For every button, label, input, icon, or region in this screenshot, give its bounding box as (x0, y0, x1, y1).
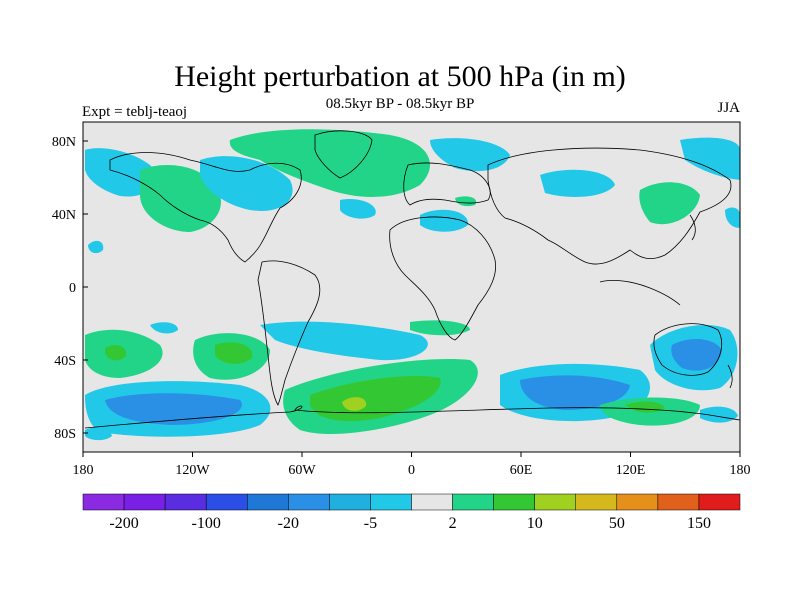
contour-regions (85, 129, 740, 441)
region-neg-southern-west (85, 427, 112, 441)
region-pos-south-atlantic-top (410, 320, 470, 336)
colorbar-swatch (164, 493, 207, 511)
coastline-japan (689, 214, 696, 241)
region-pos-south-atlantic-peak (342, 397, 367, 411)
experiment-label: Expt = teblj-teaoj (82, 104, 188, 120)
region-neg-southern-small (700, 406, 738, 423)
colorbar-swatch (657, 493, 700, 511)
lon-axis: 180 120W 60W 0 60E 120E 180 (73, 452, 751, 478)
lat-tick-label: 0 (69, 281, 76, 296)
lon-tick-label: 180 (73, 463, 94, 478)
lat-tick-label: 40S (54, 354, 76, 369)
region-pos-south-pacific-west-core (105, 345, 127, 361)
coastline-south-america (257, 260, 321, 406)
coastline-asia (487, 147, 732, 265)
colorbar-label: -200 (109, 515, 138, 532)
colorbar-swatch (698, 493, 741, 511)
region-neg-indian-ocean-core (520, 375, 630, 410)
region-pos-greenland (229, 129, 430, 197)
colorbar-label: 150 (687, 515, 711, 532)
colorbar-swatch (616, 493, 659, 511)
map-subtitle: 08.5kyr BP - 08.5kyr BP (325, 96, 475, 112)
colorbar-label: -5 (364, 515, 377, 532)
colorbar-swatch (205, 493, 248, 511)
coastline-antarctica (84, 405, 741, 429)
lat-axis: 80N 40N 0 40S 80S (52, 135, 88, 442)
colorbar: -200 -100 -20 -5 2 10 50 150 (82, 493, 741, 532)
colorbar-swatch (329, 493, 371, 511)
lon-tick-label: 180 (730, 463, 751, 478)
colorbar-swatch (575, 493, 618, 511)
region-neg-north-america (200, 156, 293, 211)
region-neg-south-america (260, 321, 428, 361)
region-neg-small-pacific (88, 240, 104, 254)
region-neg-pacific-east (725, 207, 740, 228)
colorbar-swatch (452, 493, 494, 511)
lat-tick-label: 80S (54, 427, 76, 442)
colorbar-swatch (411, 493, 453, 511)
colorbar-swatch (370, 493, 412, 511)
lon-tick-label: 0 (408, 463, 415, 478)
coastline-europe (403, 162, 491, 206)
colorbar-label: 2 (449, 515, 457, 532)
colorbar-label: 10 (527, 515, 543, 532)
coastline-australia (653, 323, 723, 376)
lon-tick-label: 60E (510, 463, 533, 478)
region-neg-asia (540, 169, 615, 197)
region-neg-europe (430, 138, 510, 172)
lon-tick-label: 120E (616, 463, 646, 478)
colorbar-swatch (247, 493, 289, 511)
colorbar-label: 50 (609, 515, 625, 532)
colorbar-label: -20 (278, 515, 299, 532)
coastline-north-america (109, 152, 302, 263)
coastlines (84, 130, 741, 429)
lat-tick-label: 40N (52, 208, 76, 223)
region-neg-atlantic (340, 199, 376, 219)
colorbar-swatch (534, 493, 576, 511)
coastline-africa (389, 216, 497, 341)
region-pos-north-america-west (140, 165, 221, 232)
region-neg-australia-core (671, 338, 722, 371)
colorbar-swatch (123, 493, 166, 511)
season-label: JJA (717, 100, 740, 116)
region-neg-europe-south (420, 209, 469, 232)
region-neg-arctic-east (680, 137, 740, 180)
region-neg-south-pacific-small (150, 322, 178, 334)
region-pos-east-asia (639, 182, 700, 225)
coastline-new-zealand (727, 364, 733, 389)
colorbar-label: -100 (192, 515, 221, 532)
map-title: Height perturbation at 500 hPa (in m) (174, 60, 626, 93)
lon-tick-label: 120W (175, 463, 210, 478)
region-pos-south-pacific-core (215, 342, 253, 364)
lat-tick-label: 80N (52, 135, 76, 150)
colorbar-swatch (288, 493, 330, 511)
lon-tick-label: 60W (288, 463, 316, 478)
coastline-greenland (314, 130, 373, 179)
colorbar-swatch (82, 493, 125, 511)
region-neg-north-pacific (85, 148, 156, 197)
coastline-indonesia (599, 280, 681, 306)
region-pos-south-atlantic-core (310, 375, 441, 422)
region-pos-mediterranean (455, 196, 477, 207)
colorbar-swatch (493, 493, 535, 511)
